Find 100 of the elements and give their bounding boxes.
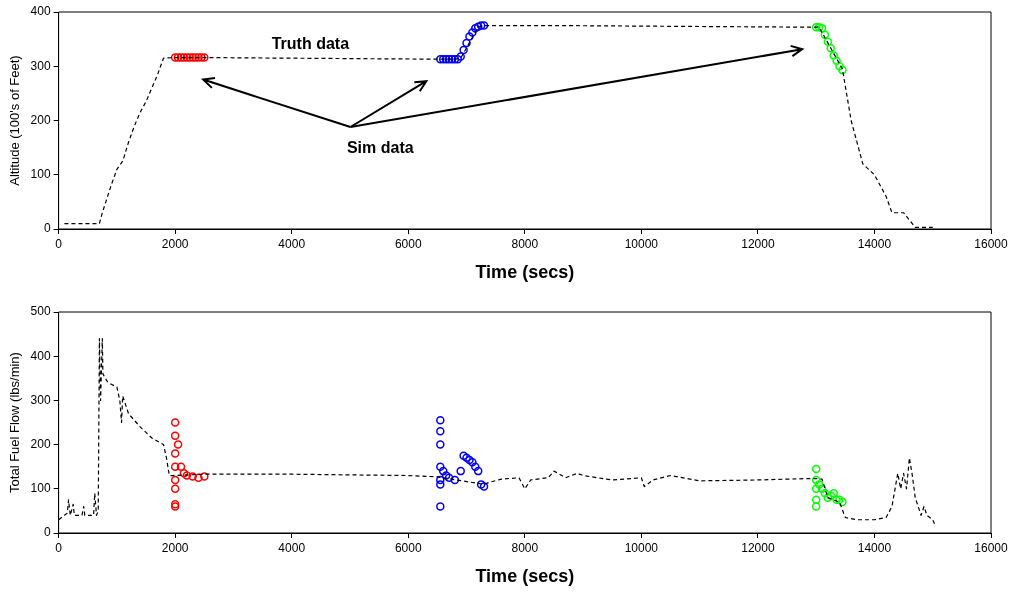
point [473, 466, 483, 476]
point [811, 484, 821, 494]
point [811, 495, 821, 505]
point [826, 44, 835, 53]
y-tick-label: 100 [30, 481, 51, 496]
point [173, 53, 183, 62]
x-tick-label: 0 [55, 540, 63, 555]
point [456, 52, 465, 61]
x-tick-label: 8000 [511, 236, 539, 251]
point [436, 475, 445, 485]
y-tick-label: 300 [30, 58, 51, 73]
y-tick-label: 100 [30, 167, 51, 182]
point [170, 53, 180, 62]
y-tick-label: 0 [43, 525, 51, 540]
y-axis-title: Total Fuel Flow (lbs/min) [7, 352, 23, 493]
point [438, 466, 448, 476]
point [459, 451, 468, 460]
point [468, 28, 477, 37]
point [468, 458, 477, 467]
y-tick-label: 400 [30, 348, 51, 363]
point [179, 53, 189, 62]
point [832, 495, 841, 505]
point [814, 480, 824, 489]
point [471, 462, 480, 471]
point [473, 22, 483, 31]
point [170, 431, 180, 441]
point [811, 464, 821, 474]
point [817, 484, 827, 494]
point [479, 482, 489, 491]
point [176, 53, 186, 62]
point [188, 53, 197, 62]
point [823, 37, 833, 47]
y-tick-label: 200 [30, 436, 51, 451]
point [835, 495, 844, 505]
x-tick-label: 4000 [278, 236, 306, 251]
x-tick-label: 16000 [974, 236, 1009, 251]
point [479, 21, 489, 30]
x-tick-label: 0 [55, 236, 63, 251]
x-tick-label: 4000 [278, 540, 306, 555]
x-axis-title: Time (secs) [475, 566, 575, 587]
point [462, 453, 471, 463]
point [820, 488, 830, 498]
point [811, 502, 821, 511]
point [811, 475, 821, 485]
point [170, 418, 180, 427]
x-tick-label: 2000 [161, 236, 189, 251]
x-tick-label: 10000 [624, 236, 659, 251]
x-axis-title: Time (secs) [475, 262, 575, 283]
point [832, 56, 841, 66]
point [436, 416, 445, 425]
point [197, 53, 206, 62]
point [465, 455, 474, 465]
point [826, 491, 835, 500]
point [459, 45, 468, 55]
point [436, 502, 445, 511]
point [185, 53, 194, 62]
point [170, 449, 180, 458]
point [200, 472, 209, 481]
x-tick-label: 6000 [394, 540, 422, 555]
x-tick-label: 2000 [161, 540, 189, 555]
point [194, 53, 203, 62]
annotation: Truth data [271, 34, 350, 52]
point [182, 53, 192, 62]
point [170, 462, 180, 471]
point [188, 472, 197, 481]
point [820, 30, 830, 40]
x-tick-label: 16000 [974, 540, 1009, 555]
y-axis-title: Altitude (100's of Feet) [7, 55, 23, 186]
point [829, 488, 838, 498]
point [194, 473, 203, 482]
point [838, 65, 847, 75]
y-tick-label: 200 [30, 112, 51, 127]
point [838, 497, 847, 507]
y-tick-label: 400 [30, 4, 51, 19]
x-tick-label: 12000 [741, 236, 775, 251]
x-tick-label: 10000 [624, 540, 659, 555]
point [462, 38, 471, 48]
point [441, 471, 451, 480]
point [436, 54, 445, 64]
y-tick-label: 500 [30, 304, 51, 319]
point [829, 51, 838, 60]
y-tick-label: 300 [30, 392, 51, 407]
annotation: Sim data [346, 139, 414, 157]
point [182, 471, 192, 480]
x-tick-label: 12000 [741, 540, 775, 555]
x-tick-label: 14000 [857, 540, 892, 555]
point [179, 469, 189, 478]
point [170, 484, 180, 494]
point [436, 462, 445, 471]
point [465, 32, 474, 41]
point [176, 462, 186, 471]
point [170, 475, 180, 485]
point [200, 53, 209, 62]
point [471, 24, 480, 33]
point [444, 473, 454, 482]
point [450, 475, 460, 485]
point [835, 62, 844, 71]
x-tick-label: 6000 [394, 236, 422, 251]
point [476, 480, 486, 489]
x-tick-label: 8000 [511, 540, 539, 555]
